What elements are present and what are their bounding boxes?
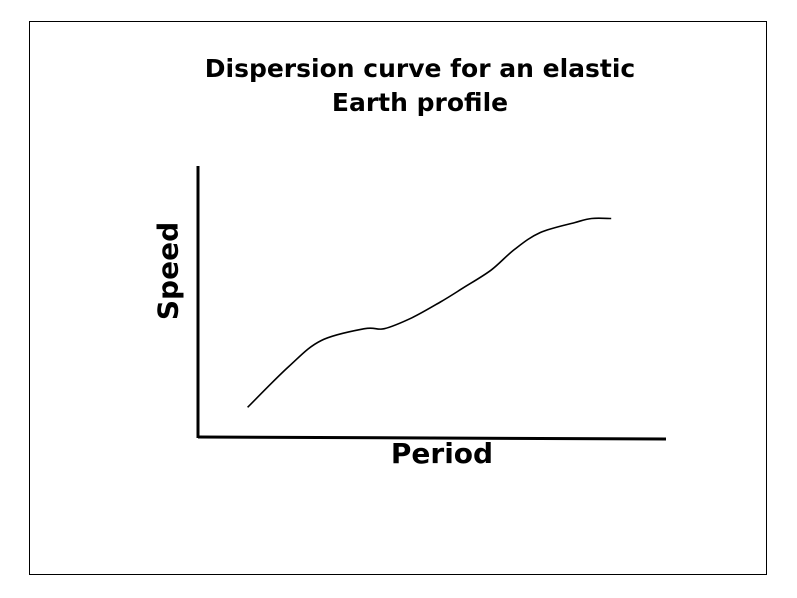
y-axis-label: Speed [151,221,185,321]
slide-frame [29,21,767,575]
x-axis [197,435,667,441]
chart-title-line-1: Dispersion curve for an elastic [204,54,636,83]
chart-title: Dispersion curve for an elastic Earth pr… [120,52,720,120]
series-line-1 [247,217,612,408]
series-group [247,217,612,408]
chart-title-line-2: Earth profile [331,88,509,117]
x-axis-label: Period [390,437,494,470]
